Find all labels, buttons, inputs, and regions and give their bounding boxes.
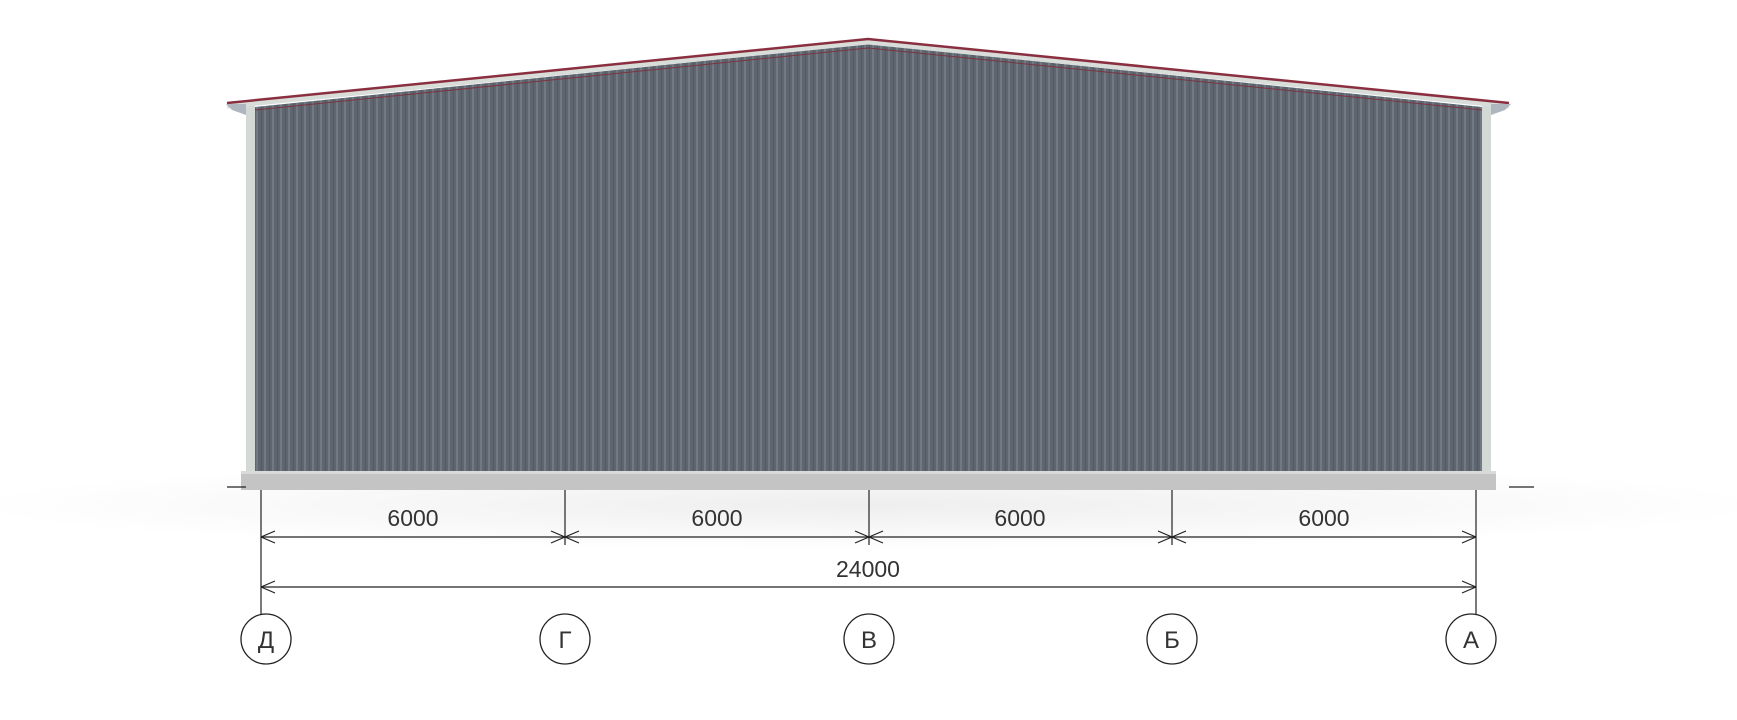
right-gutter [1491, 104, 1511, 115]
arrowhead [1171, 530, 1187, 538]
arrowhead [1171, 536, 1187, 544]
arrowhead [564, 530, 580, 538]
axis-markers: Д Г В Б А [240, 613, 1497, 665]
arrowhead [550, 536, 566, 544]
arrowhead [260, 530, 276, 538]
dimension-lines [260, 490, 1477, 614]
roof-fascia [226, 39, 1510, 109]
axis-marker-b: Б [1146, 613, 1198, 665]
arrowhead [564, 536, 580, 544]
arrowhead [868, 530, 884, 538]
arrowhead [854, 536, 870, 544]
axis-marker-g: Г [539, 613, 591, 665]
arrowhead [1157, 530, 1173, 538]
axis-marker-d: Д [240, 613, 292, 665]
right-column [1482, 104, 1491, 472]
roof-edge [226, 37, 1510, 105]
svg-text:Г: Г [559, 627, 572, 654]
total-dimension: 24000 [836, 556, 900, 582]
arrowhead [260, 536, 276, 544]
svg-text:А: А [1463, 627, 1479, 654]
span-dimension: 6000 [387, 505, 438, 531]
arrowhead [550, 530, 566, 538]
arrowhead [1461, 586, 1477, 594]
arrowhead [854, 530, 870, 538]
span-dimension: 6000 [994, 505, 1045, 531]
arrowhead [1461, 580, 1477, 588]
span-dimension: 6000 [1298, 505, 1349, 531]
arrowhead [1461, 536, 1477, 544]
arrowhead [260, 580, 276, 588]
dimension-labels: 6000 6000 6000 6000 24000 [387, 505, 1349, 582]
plinth-top-edge [241, 471, 1496, 474]
gable-wall [255, 44, 1482, 471]
left-gutter [226, 104, 246, 115]
svg-text:В: В [861, 627, 877, 654]
arrowhead [260, 586, 276, 594]
arrowhead [1461, 530, 1477, 538]
axis-marker-a: А [1445, 613, 1497, 665]
svg-text:Д: Д [258, 627, 274, 654]
left-column [246, 104, 255, 472]
wall-top-trim [254, 47, 1483, 111]
foundation-plinth [241, 471, 1496, 490]
arrowhead [1157, 536, 1173, 544]
span-dimension: 6000 [691, 505, 742, 531]
arrowhead [868, 536, 884, 544]
axis-marker-v: В [843, 613, 895, 665]
svg-text:Б: Б [1164, 627, 1180, 654]
